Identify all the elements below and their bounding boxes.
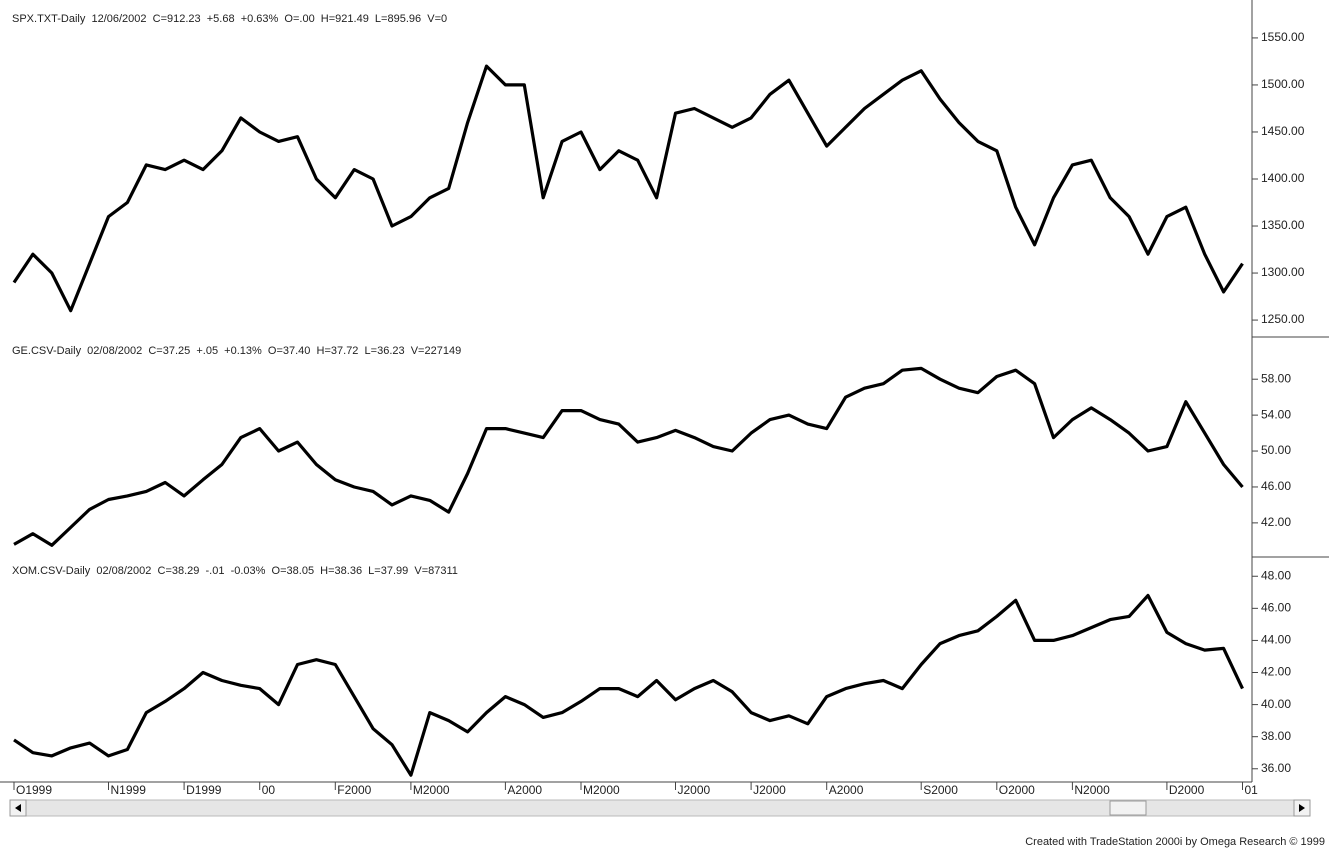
price-line xyxy=(12,64,1244,313)
panel-title: XOM.CSV-Daily 02/08/2002 C=38.29 -.01 -0… xyxy=(12,565,458,577)
panel-title: SPX.TXT-Daily 12/06/2002 C=912.23 +5.68 … xyxy=(12,13,447,25)
price-line xyxy=(13,593,1244,777)
x-tick-label: S2000 xyxy=(923,783,958,797)
scroll-thumb[interactable] xyxy=(1109,800,1147,816)
y-tick-label: 58.00 xyxy=(1261,371,1291,385)
y-tick-label: 46.00 xyxy=(1261,601,1291,615)
y-tick-label: 46.00 xyxy=(1261,479,1291,493)
arrow-right xyxy=(1299,804,1305,812)
y-tick-label: 1250.00 xyxy=(1261,312,1305,326)
x-tick-label: O2000 xyxy=(999,783,1035,797)
y-tick-label: 44.00 xyxy=(1261,633,1291,647)
price-line xyxy=(13,366,1244,547)
x-tick-label: D2000 xyxy=(1169,783,1205,797)
footer: Created with TradeStation 2000i by Omega… xyxy=(1025,836,1325,848)
x-tick-label: J2000 xyxy=(678,783,711,797)
y-tick-label: 1500.00 xyxy=(1261,77,1305,91)
x-tick-label: M2000 xyxy=(583,783,620,797)
y-tick-label: 36.00 xyxy=(1261,761,1291,775)
x-tick-label: 01 xyxy=(1245,783,1259,797)
y-tick-label: 40.00 xyxy=(1261,697,1291,711)
y-tick-label: 42.00 xyxy=(1261,665,1291,679)
y-tick-label: 54.00 xyxy=(1261,407,1291,421)
y-tick-label: 38.00 xyxy=(1261,729,1291,743)
x-tick-label: N1999 xyxy=(111,783,147,797)
y-tick-label: 1550.00 xyxy=(1261,30,1305,44)
y-tick-label: 1350.00 xyxy=(1261,218,1305,232)
x-tick-label: M2000 xyxy=(413,783,450,797)
x-tick-label: O1999 xyxy=(16,783,52,797)
x-tick-label: N2000 xyxy=(1074,783,1110,797)
y-tick-label: 48.00 xyxy=(1261,568,1291,582)
y-tick-label: 1400.00 xyxy=(1261,171,1305,185)
x-tick-label: F2000 xyxy=(337,783,371,797)
x-tick-label: D1999 xyxy=(186,783,222,797)
x-tick-label: A2000 xyxy=(829,783,864,797)
x-tick-label: J2000 xyxy=(753,783,786,797)
y-tick-label: 42.00 xyxy=(1261,515,1291,529)
x-tick-label: 00 xyxy=(262,783,276,797)
x-tick-label: A2000 xyxy=(507,783,542,797)
panel-title: GE.CSV-Daily 02/08/2002 C=37.25 +.05 +0.… xyxy=(12,345,461,357)
y-tick-label: 50.00 xyxy=(1261,443,1291,457)
y-tick-label: 1300.00 xyxy=(1261,265,1305,279)
y-tick-label: 1450.00 xyxy=(1261,124,1305,138)
arrow-left xyxy=(15,804,21,812)
